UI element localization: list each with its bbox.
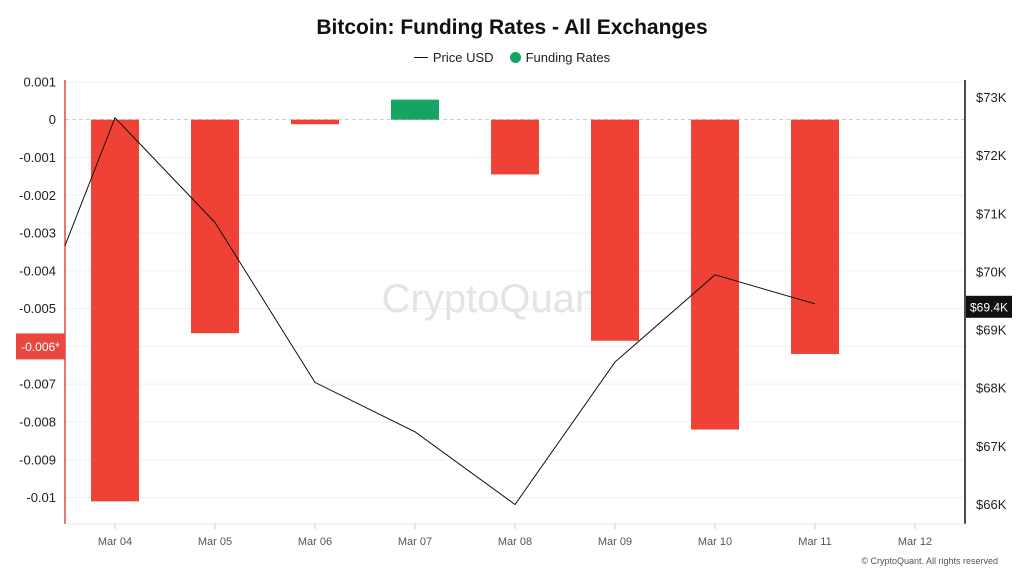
copyright-text: © CryptoQuant. All rights reserved — [861, 556, 998, 566]
legend-item-funding[interactable]: Funding Rates — [509, 50, 611, 65]
funding-rate-bar — [391, 99, 439, 120]
funding-rate-bar — [91, 119, 139, 502]
right-tick-label: $71K — [976, 206, 1007, 221]
right-value-badge-label: $69.4K — [970, 300, 1008, 314]
right-tick-label: $72K — [976, 148, 1007, 163]
left-value-badge — [16, 333, 65, 360]
x-tick-label: Mar 07 — [398, 536, 432, 548]
x-tick-label: Mar 08 — [498, 536, 532, 548]
funding-rate-bar — [291, 119, 339, 125]
x-tick-label: Mar 05 — [198, 536, 232, 548]
x-tick-label: Mar 11 — [798, 536, 831, 548]
right-value-badge — [966, 295, 1012, 318]
left-tick-label: -0.001 — [19, 150, 56, 165]
left-tick-label: -0.005 — [19, 301, 56, 316]
left-tick-label: 0.001 — [23, 74, 56, 89]
right-tick-label: $70K — [976, 264, 1007, 279]
left-tick-label: -0.004 — [19, 263, 56, 278]
right-tick-label: $68K — [976, 381, 1007, 396]
funding-rate-bar — [491, 119, 539, 175]
left-tick-label: -0.002 — [19, 188, 56, 203]
watermark-text: CryptoQuant — [382, 277, 609, 321]
price-line — [64, 116, 816, 506]
funding-rate-bar — [591, 119, 639, 341]
chart-title: Bitcoin: Funding Rates - All Exchanges — [316, 16, 708, 39]
legend-funding-label: Funding Rates — [525, 50, 611, 65]
right-tick-label: $67K — [976, 439, 1007, 454]
left-value-badge-label: -0.006* — [21, 340, 60, 354]
right-tick-label: $66K — [976, 497, 1007, 512]
price-line-legend-icon — [413, 56, 428, 59]
x-tick-label: Mar 04 — [98, 536, 132, 548]
right-tick-label: $69K — [976, 323, 1007, 338]
x-tick-label: Mar 10 — [698, 536, 732, 548]
left-tick-label: -0.008 — [19, 414, 56, 429]
legend-item-price[interactable]: Price USD — [413, 50, 494, 65]
funding-dot-legend-icon — [509, 52, 521, 63]
x-tick-label: Mar 09 — [598, 536, 632, 548]
funding-rate-bar — [791, 119, 839, 354]
legend: Price USD Funding Rates — [0, 50, 1024, 65]
x-tick-label: Mar 06 — [298, 536, 332, 548]
legend-price-label: Price USD — [432, 50, 494, 65]
x-tick-label: Mar 12 — [898, 536, 932, 548]
left-tick-label: 0 — [49, 112, 56, 127]
right-tick-label: $73K — [976, 90, 1007, 105]
left-tick-label: -0.003 — [19, 226, 56, 241]
funding-rate-bar — [191, 119, 239, 334]
left-tick-label: -0.01 — [26, 490, 56, 505]
left-tick-label: -0.007 — [19, 377, 56, 392]
left-tick-label: -0.009 — [19, 452, 56, 467]
